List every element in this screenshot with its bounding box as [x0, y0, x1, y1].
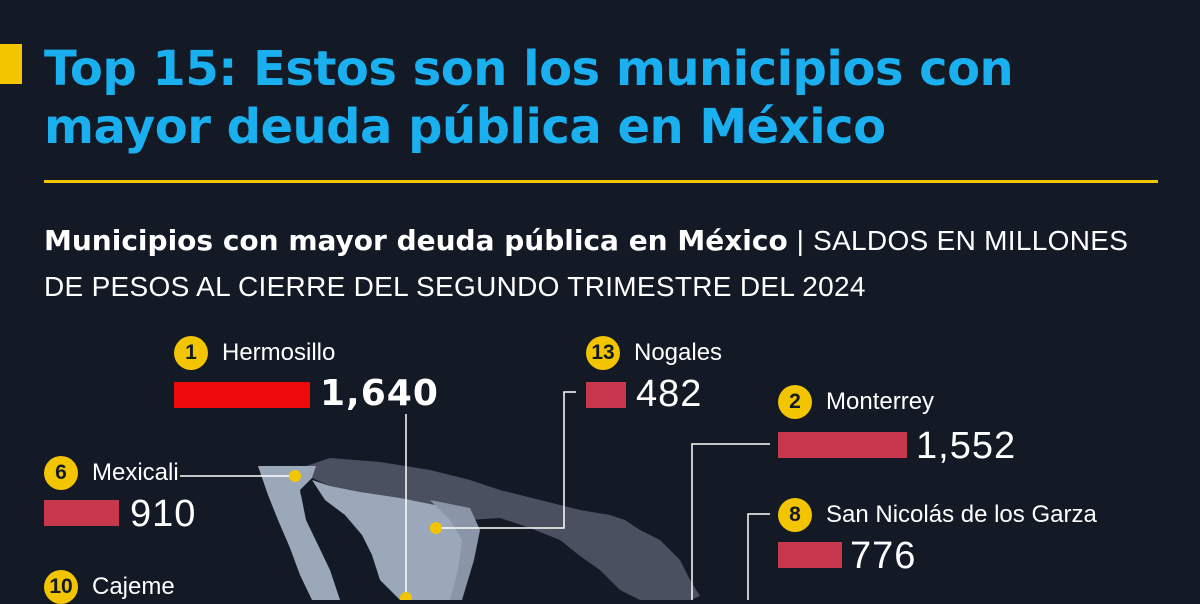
value-label: 1,552 [916, 425, 1017, 467]
map-gulf-cutout [300, 492, 360, 600]
map-point-nogales [430, 522, 442, 534]
leader-line-nogales [436, 391, 576, 529]
municipality-name: Nogales [634, 339, 723, 366]
value-label: 910 [130, 493, 197, 535]
rank-badge: 8 [778, 498, 812, 532]
municipality-name: Cajeme [92, 573, 175, 600]
leader-line-monterrey [691, 443, 770, 600]
rank-badge: 1 [174, 336, 208, 370]
municipality-name: Monterrey [826, 388, 935, 415]
divider-rule [44, 180, 1158, 183]
map-mainland-shape [300, 458, 700, 600]
leader-line-san-nicolas [747, 513, 770, 600]
municipality-name: Mexicali [92, 459, 179, 486]
rank-badge: 2 [778, 385, 812, 419]
rank-badge: 10 [44, 570, 78, 604]
value-label: 1,640 [320, 373, 439, 414]
bar-nogales [586, 382, 626, 408]
map-point-mexicali [289, 470, 301, 482]
chart-subtitle: Municipios con mayor deuda pública en Mé… [44, 218, 1174, 310]
bar-hermosillo [174, 382, 310, 408]
bar-san-nicolas [778, 542, 842, 568]
value-label: 776 [850, 535, 917, 577]
value-label: 482 [636, 373, 703, 415]
municipality-name: San Nicolás de los Garza [826, 501, 1097, 528]
rank-badge: 6 [44, 456, 78, 490]
page-title: Top 15: Estos son los municipios con may… [44, 41, 1014, 155]
bar-monterrey [778, 432, 907, 458]
chart-title: Municipios con mayor deuda pública en Mé… [44, 224, 788, 257]
municipality-name: Hermosillo [222, 339, 336, 366]
chart-title-separator: | [796, 225, 805, 256]
accent-bar [0, 44, 22, 84]
rank-badge: 13 [586, 336, 620, 370]
map-chihuahua-shape [430, 500, 480, 600]
map-point-hermosillo [400, 592, 412, 600]
bar-mexicali [44, 500, 119, 526]
map-sonora-shape [312, 480, 470, 600]
chart-units-note: SALDOS EN MILLONES DE PESOS AL CIERRE DE… [44, 225, 1129, 302]
map-baja-california-shape [258, 466, 340, 600]
